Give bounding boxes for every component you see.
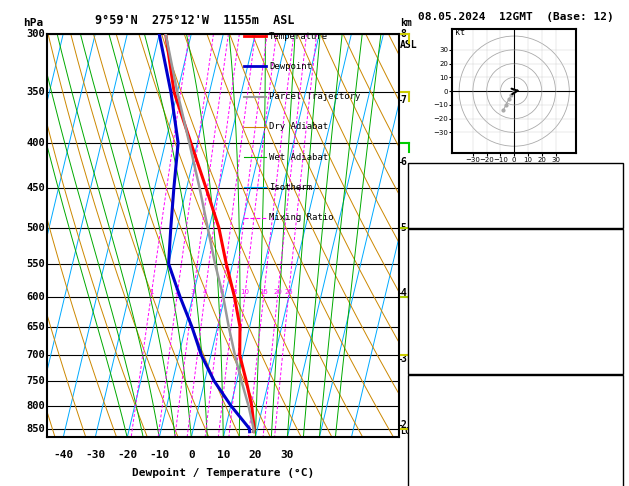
Text: 650: 650 bbox=[26, 322, 45, 332]
Text: 850: 850 bbox=[26, 424, 45, 434]
Text: hPa: hPa bbox=[23, 18, 43, 28]
Text: 0: 0 bbox=[613, 460, 619, 469]
Text: θᵉ(K): θᵉ(K) bbox=[413, 295, 442, 304]
Text: kt: kt bbox=[455, 28, 465, 36]
Text: 4: 4 bbox=[203, 289, 207, 295]
Text: 3: 3 bbox=[400, 354, 406, 364]
Text: Temperature: Temperature bbox=[269, 32, 328, 40]
Text: 30: 30 bbox=[281, 450, 294, 459]
Text: 800: 800 bbox=[26, 400, 45, 411]
Text: Mixing Ratio: Mixing Ratio bbox=[269, 213, 333, 222]
Text: ASL: ASL bbox=[400, 40, 418, 50]
Text: -20: -20 bbox=[117, 450, 137, 459]
Text: 700: 700 bbox=[26, 350, 45, 360]
Text: 345: 345 bbox=[601, 295, 619, 304]
Text: 887: 887 bbox=[601, 401, 619, 411]
Text: 4: 4 bbox=[400, 289, 406, 298]
Text: 40: 40 bbox=[607, 190, 619, 199]
Text: km: km bbox=[400, 18, 412, 28]
Text: 20: 20 bbox=[273, 289, 282, 295]
Text: 29: 29 bbox=[607, 170, 619, 180]
Text: 9°59'N  275°12'W  1155m  ASL: 9°59'N 275°12'W 1155m ASL bbox=[96, 14, 295, 27]
Text: PW (cm): PW (cm) bbox=[413, 209, 454, 219]
Text: 1: 1 bbox=[613, 314, 619, 324]
Text: Mixing Ratio (g/kg): Mixing Ratio (g/kg) bbox=[415, 185, 423, 287]
Text: 2: 2 bbox=[400, 420, 406, 431]
Text: 0: 0 bbox=[188, 450, 194, 459]
Text: -10: -10 bbox=[149, 450, 169, 459]
Text: 345: 345 bbox=[601, 421, 619, 431]
Text: Lifted Index: Lifted Index bbox=[413, 440, 483, 450]
Text: Lifted Index: Lifted Index bbox=[413, 314, 483, 324]
Text: 350: 350 bbox=[26, 87, 45, 97]
Text: 5: 5 bbox=[400, 223, 406, 233]
Text: Most Unstable: Most Unstable bbox=[477, 382, 554, 392]
Text: 3: 3 bbox=[191, 289, 195, 295]
Text: θᵉ (K): θᵉ (K) bbox=[413, 421, 448, 431]
Text: Totals Totals: Totals Totals bbox=[413, 190, 489, 199]
Text: 8: 8 bbox=[400, 29, 406, 39]
Text: CAPE (J): CAPE (J) bbox=[413, 460, 460, 469]
Text: 0: 0 bbox=[613, 333, 619, 343]
Text: 10: 10 bbox=[240, 289, 249, 295]
Text: 2.66: 2.66 bbox=[596, 209, 619, 219]
Text: © weatheronline.co.uk: © weatheronline.co.uk bbox=[453, 469, 576, 479]
Text: 137: 137 bbox=[601, 352, 619, 363]
Text: 500: 500 bbox=[26, 223, 45, 233]
Text: CAPE (J): CAPE (J) bbox=[413, 333, 460, 343]
Text: -40: -40 bbox=[53, 450, 74, 459]
Text: 08.05.2024  12GMT  (Base: 12): 08.05.2024 12GMT (Base: 12) bbox=[418, 12, 614, 22]
Text: 137: 137 bbox=[601, 479, 619, 486]
Text: 450: 450 bbox=[26, 183, 45, 192]
Text: CIN (J): CIN (J) bbox=[413, 479, 454, 486]
Text: Dewp (°C): Dewp (°C) bbox=[413, 275, 465, 285]
Text: 20: 20 bbox=[248, 450, 262, 459]
Text: 7: 7 bbox=[400, 95, 406, 105]
Text: -30: -30 bbox=[85, 450, 105, 459]
Text: LCL: LCL bbox=[400, 427, 415, 436]
Text: Isotherm: Isotherm bbox=[269, 183, 312, 192]
Text: 19: 19 bbox=[607, 256, 619, 265]
Text: 8: 8 bbox=[232, 289, 237, 295]
Text: 750: 750 bbox=[26, 376, 45, 386]
Text: Dry Adiabat: Dry Adiabat bbox=[269, 122, 328, 131]
Text: Surface: Surface bbox=[494, 236, 536, 246]
Text: 600: 600 bbox=[26, 292, 45, 302]
Text: 6: 6 bbox=[400, 157, 406, 167]
Text: 10: 10 bbox=[216, 450, 230, 459]
Text: Wet Adiabat: Wet Adiabat bbox=[269, 153, 328, 161]
Text: 15: 15 bbox=[259, 289, 268, 295]
Text: 550: 550 bbox=[26, 259, 45, 269]
Text: Dewpoint / Temperature (°C): Dewpoint / Temperature (°C) bbox=[132, 468, 314, 478]
Text: 1: 1 bbox=[148, 289, 153, 295]
Text: Dewpoint: Dewpoint bbox=[269, 62, 312, 71]
Text: 2: 2 bbox=[175, 289, 179, 295]
Text: Parcel Trajectory: Parcel Trajectory bbox=[269, 92, 360, 101]
Text: 25: 25 bbox=[284, 289, 293, 295]
Text: CIN (J): CIN (J) bbox=[413, 352, 454, 363]
Text: K: K bbox=[413, 170, 418, 180]
Text: 300: 300 bbox=[26, 29, 45, 39]
Text: 6: 6 bbox=[220, 289, 224, 295]
Text: 400: 400 bbox=[26, 138, 45, 148]
Text: Temp (°C): Temp (°C) bbox=[413, 256, 465, 265]
Text: 1: 1 bbox=[613, 440, 619, 450]
Text: Pressure (mb): Pressure (mb) bbox=[413, 401, 489, 411]
Text: 17.8: 17.8 bbox=[596, 275, 619, 285]
